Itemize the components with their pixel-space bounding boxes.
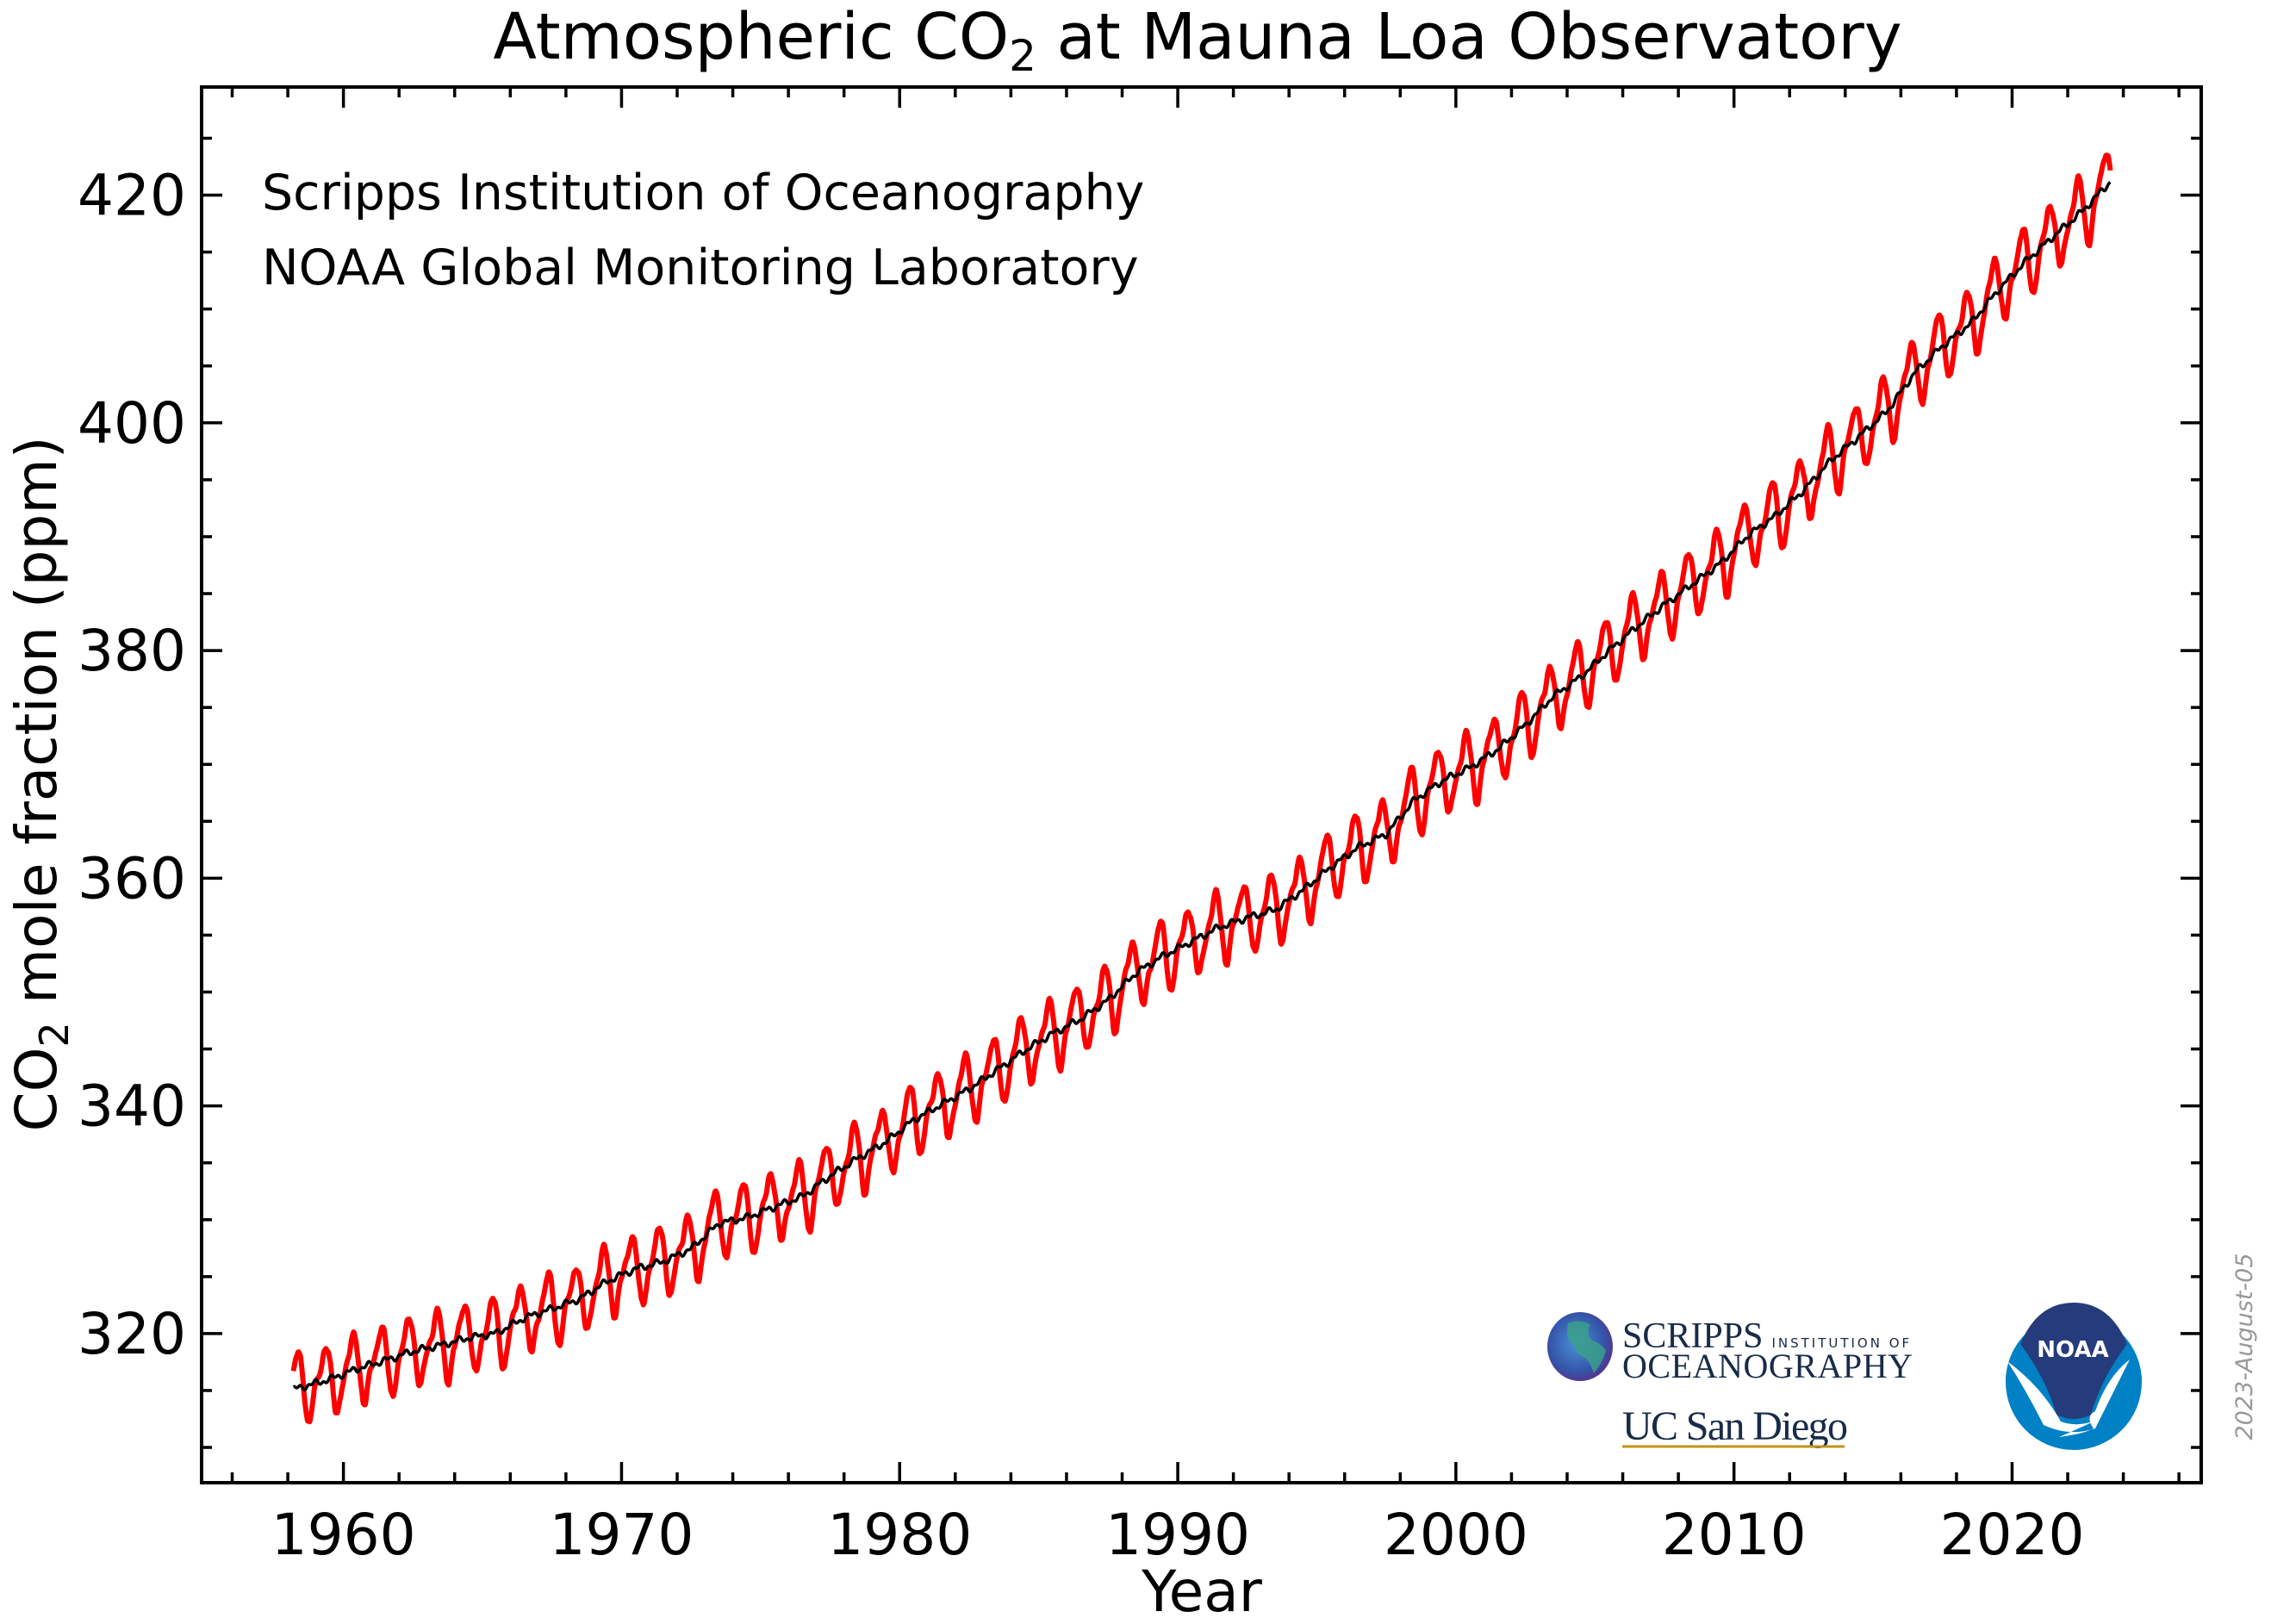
- date-stamp: 2023-August-05: [2231, 1253, 2258, 1440]
- plot-frame: [200, 85, 2203, 1484]
- trend-line: [292, 181, 2112, 1392]
- annotation-noaa: NOAA Global Monitoring Laboratory: [262, 240, 1139, 296]
- y-tick-label: 320: [78, 1301, 186, 1367]
- noaa-logo-text: NOAA: [2037, 1337, 2108, 1363]
- x-tick-label: 2020: [1940, 1502, 2085, 1568]
- chart-title: Atmospheric CO2 at Mauna Loa Observatory: [493, 0, 1901, 81]
- axis-ticks: 1960 1970 1980 1990 2000 2010 2020 320 340 360 380…: [78, 87, 2201, 1568]
- y-tick-label: 380: [78, 618, 186, 684]
- scripps-small: INSTITUTION OF: [1771, 1335, 1912, 1351]
- noaa-logo: NOAA: [2006, 1303, 2142, 1450]
- x-axis-label: Year: [1141, 1559, 1263, 1624]
- y-axis-label: CO2 mole fraction (ppm): [3, 437, 78, 1132]
- y-tick-label: 400: [78, 390, 186, 457]
- x-tick-label: 1960: [271, 1502, 416, 1568]
- y-tick-label: 420: [78, 163, 186, 229]
- y-tick-label: 340: [78, 1073, 186, 1140]
- annotation-scripps: Scripps Institution of Oceanography: [262, 165, 1144, 221]
- scripps-logo: SCRIPPS INSTITUTION OF OCEANOGRAPHY UC Sa…: [1547, 1312, 1913, 1449]
- x-tick-label: 2000: [1384, 1502, 1528, 1568]
- scripps-line2: OCEANOGRAPHY: [1622, 1347, 1913, 1385]
- data-lines: [290, 152, 2113, 1425]
- x-tick-label: 1990: [1105, 1502, 1250, 1568]
- x-tick-label: 2010: [1662, 1502, 1807, 1568]
- continents-icon: [1566, 1321, 1606, 1373]
- ucsd-logo-text: UC San Diego: [1622, 1403, 1847, 1449]
- y-tick-label: 360: [78, 845, 186, 912]
- x-tick-label: 1980: [827, 1502, 972, 1568]
- monthly-mean-line: [290, 152, 2113, 1425]
- scripps-line1: SCRIPPS: [1622, 1316, 1763, 1356]
- x-tick-label: 1970: [549, 1502, 694, 1568]
